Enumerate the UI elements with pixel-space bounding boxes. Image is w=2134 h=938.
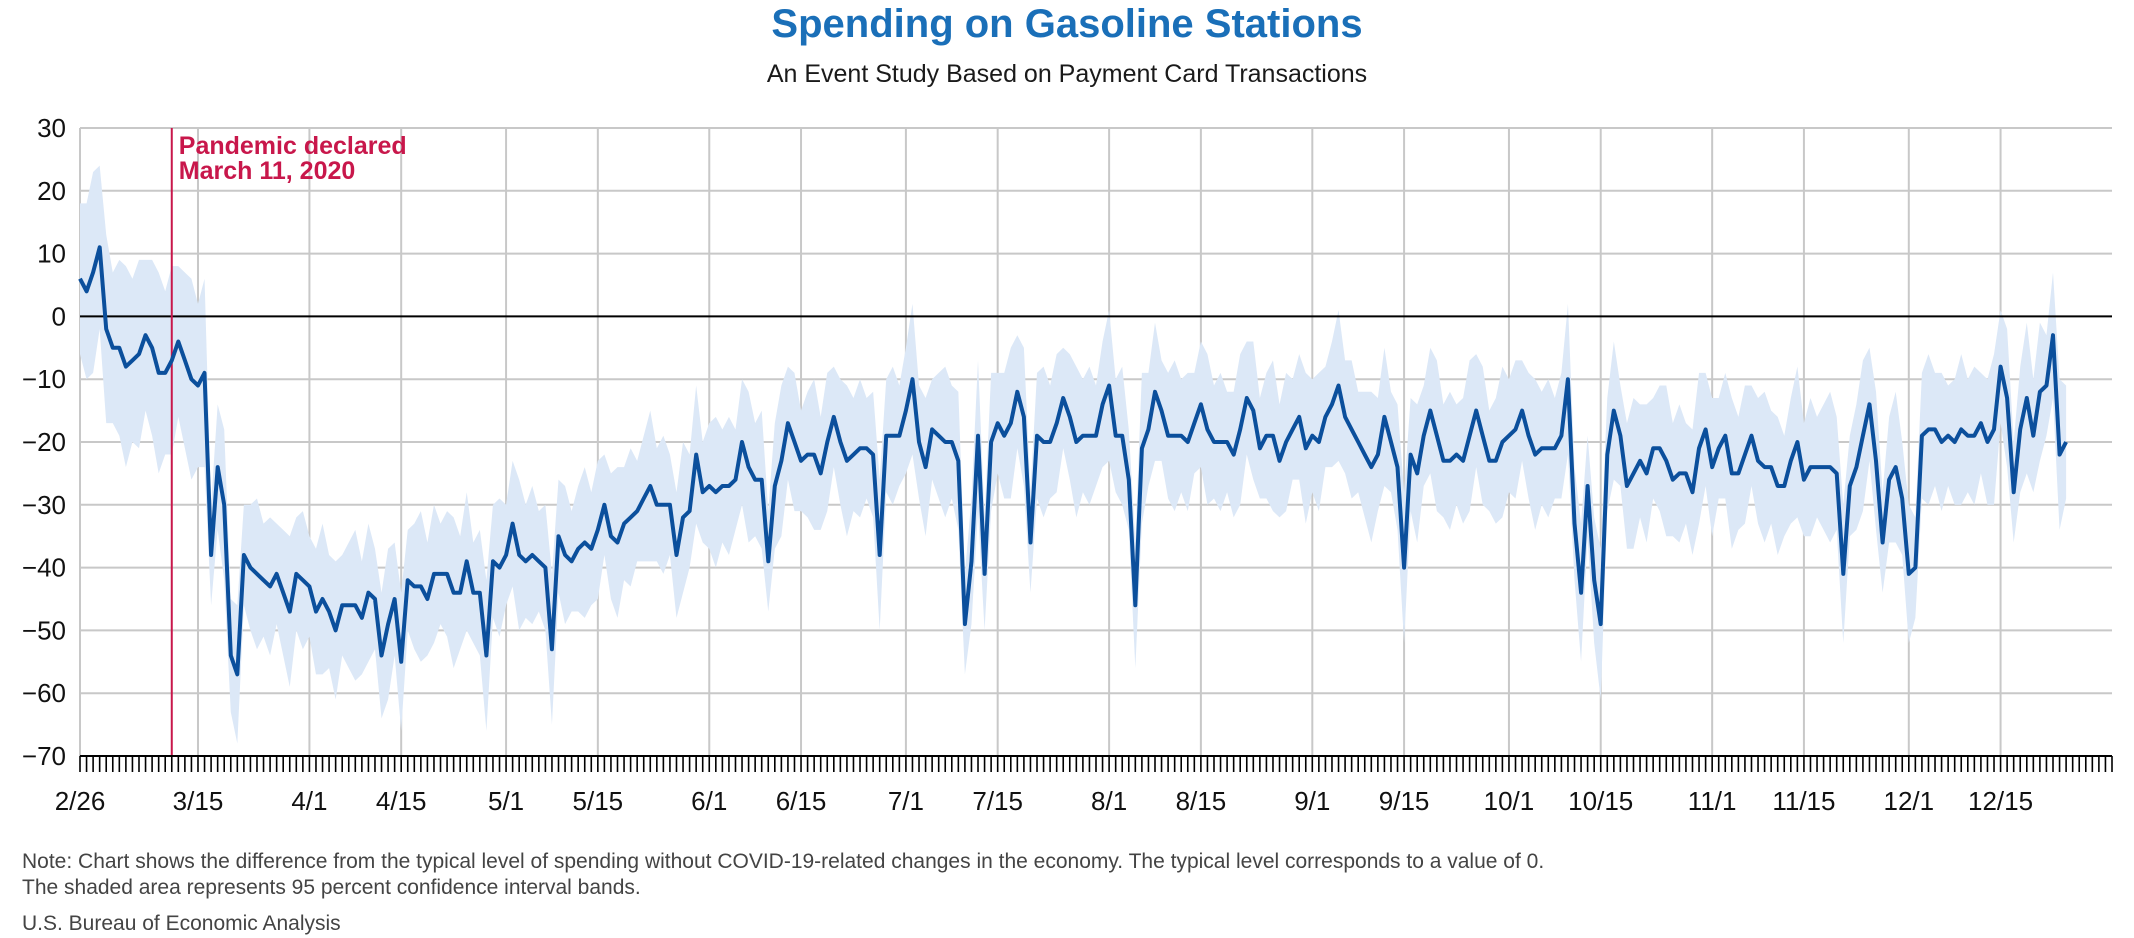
x-tick-label: 6/1 — [691, 786, 727, 816]
y-tick-label: −40 — [22, 553, 66, 583]
y-tick-label: −20 — [22, 427, 66, 457]
spending-line — [78, 245, 2068, 677]
annotation-line1: Pandemic declared — [179, 132, 407, 160]
confidence-band — [80, 165, 2067, 744]
x-tick-label: 10/15 — [1568, 786, 1633, 816]
y-tick-label: 10 — [37, 239, 66, 269]
chart-title: Spending on Gasoline Stations — [771, 2, 1363, 46]
x-tick-label: 4/1 — [291, 786, 327, 816]
y-tick-label: −60 — [22, 678, 66, 708]
x-tick-label: 5/1 — [488, 786, 524, 816]
chart-plot: Pandemic declared March 11, 2020 30 20 10 0… — [22, 113, 2113, 816]
y-tick-label: 0 — [52, 301, 66, 331]
x-tick-label: 8/15 — [1176, 786, 1227, 816]
y-tick-label: −10 — [22, 364, 66, 394]
spending-series-line — [78, 245, 2068, 677]
x-axis-tick-labels: 2/26 3/15 4/1 4/15 5/1 5/15 6/1 6/15 7/1 7/15 8/1 8… — [55, 786, 2033, 816]
annotation-line2: March 11, 2020 — [179, 157, 356, 185]
y-tick-label: −70 — [22, 741, 66, 771]
x-tick-label: 12/15 — [1968, 786, 2033, 816]
x-tick-label: 10/1 — [1484, 786, 1535, 816]
x-tick-label: 12/1 — [1883, 786, 1934, 816]
x-axis — [79, 755, 2113, 772]
x-tick-label: 7/15 — [972, 786, 1023, 816]
x-tick-label: 3/15 — [173, 786, 224, 816]
note-line1: Note: Chart shows the difference from th… — [22, 850, 1545, 873]
confidence-band-area — [80, 165, 2067, 744]
x-tick-label: 9/15 — [1379, 786, 1430, 816]
pandemic-annotation: Pandemic declared March 11, 2020 — [170, 128, 407, 756]
x-tick-label: 11/15 — [1772, 786, 1835, 816]
note-line2: The shaded area represents 95 percent co… — [22, 876, 641, 899]
x-tick-label: 6/15 — [776, 786, 827, 816]
x-tick-label: 7/1 — [888, 786, 924, 816]
x-tick-label: 5/15 — [573, 786, 624, 816]
y-tick-label: −30 — [22, 490, 66, 520]
y-tick-label: 30 — [37, 113, 66, 143]
y-tick-label: −50 — [22, 615, 66, 645]
chart-subtitle: An Event Study Based on Payment Card Tra… — [766, 60, 1368, 88]
y-axis-tick-labels: 30 20 10 0 −10 −20 −30 −40 −50 −60 −70 — [22, 113, 66, 771]
x-tick-label: 11/1 — [1688, 786, 1737, 816]
x-tick-label: 2/26 — [55, 786, 106, 816]
x-tick-label: 9/1 — [1294, 786, 1330, 816]
source-credit: U.S. Bureau of Economic Analysis — [22, 912, 341, 935]
y-tick-label: 20 — [37, 176, 66, 206]
x-tick-label: 8/1 — [1091, 786, 1127, 816]
x-tick-label: 4/15 — [376, 786, 427, 816]
